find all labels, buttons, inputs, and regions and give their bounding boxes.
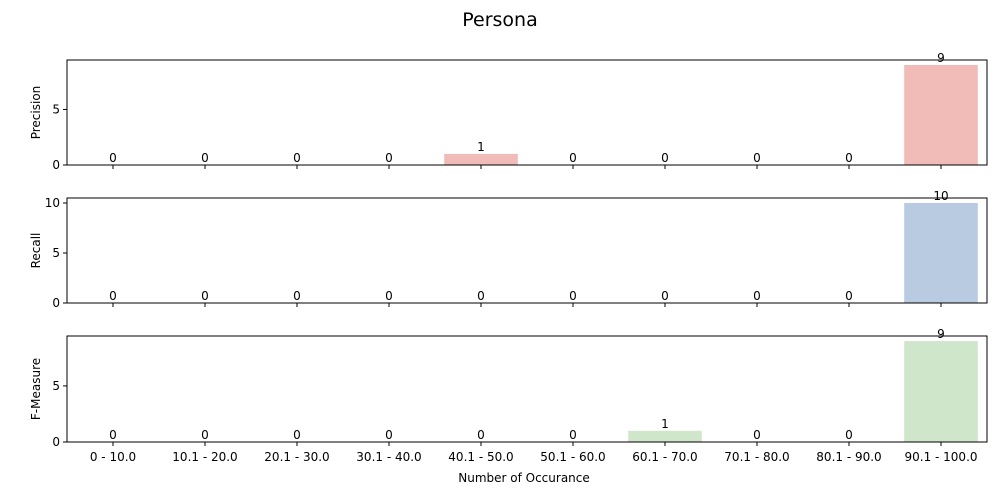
data-label: 0 — [845, 428, 853, 442]
data-label: 0 — [845, 151, 853, 165]
y-tick-label: 0 — [52, 435, 60, 449]
plot-frame — [66, 197, 988, 304]
y-tick-label: 5 — [52, 102, 60, 116]
data-label: 0 — [477, 428, 485, 442]
bar-0-4 — [444, 153, 518, 165]
data-label: 0 — [109, 151, 117, 165]
y-axis-label: Recall — [29, 233, 43, 269]
data-label: 0 — [201, 428, 209, 442]
data-label: 0 — [293, 428, 301, 442]
data-label: 0 — [385, 289, 393, 303]
data-label: 0 — [753, 289, 761, 303]
y-tick-label: 0 — [52, 158, 60, 172]
data-label: 0 — [753, 151, 761, 165]
chart-title: Persona — [462, 9, 538, 31]
x-axis-label: Number of Occurance — [458, 471, 590, 485]
data-label: 0 — [293, 289, 301, 303]
data-label: 0 — [201, 289, 209, 303]
x-tick-label: 20.1 - 30.0 — [264, 450, 329, 464]
x-tick-label: 70.1 - 80.0 — [724, 450, 789, 464]
data-label: 0 — [109, 428, 117, 442]
data-label: 0 — [569, 428, 577, 442]
bar-1-9 — [904, 203, 978, 303]
data-label: 1 — [477, 140, 485, 154]
y-tick-label: 5 — [52, 379, 60, 393]
bar-0-9 — [904, 65, 978, 165]
data-label: 0 — [109, 289, 117, 303]
x-tick-label: 90.1 - 100.0 — [904, 450, 977, 464]
data-label: 0 — [201, 151, 209, 165]
data-label: 0 — [385, 428, 393, 442]
plot-frame — [66, 59, 988, 166]
x-tick-label: 10.1 - 20.0 — [172, 450, 237, 464]
data-label: 0 — [477, 289, 485, 303]
bar-2-6 — [628, 430, 702, 442]
y-tick-label: 10 — [45, 196, 60, 210]
y-axis-label: F-Measure — [29, 358, 43, 420]
data-label: 0 — [293, 151, 301, 165]
bar-2-9 — [904, 341, 978, 442]
data-label: 0 — [845, 289, 853, 303]
data-label: 0 — [385, 151, 393, 165]
data-label: 0 — [569, 289, 577, 303]
data-label: 9 — [937, 51, 945, 65]
x-tick-label: 0 - 10.0 — [90, 450, 136, 464]
data-label: 0 — [569, 151, 577, 165]
x-tick-label: 50.1 - 60.0 — [540, 450, 605, 464]
y-tick-label: 0 — [52, 296, 60, 310]
x-tick-label: 30.1 - 40.0 — [356, 450, 421, 464]
plot-frame — [66, 335, 988, 443]
x-tick-label: 40.1 - 50.0 — [448, 450, 513, 464]
data-label: 1 — [661, 417, 669, 431]
data-label: 0 — [661, 289, 669, 303]
y-tick-label: 5 — [52, 246, 60, 260]
data-label: 0 — [753, 428, 761, 442]
data-label: 9 — [937, 327, 945, 341]
data-label: 10 — [933, 189, 948, 203]
x-tick-label: 60.1 - 70.0 — [632, 450, 697, 464]
y-axis-label: Precision — [29, 86, 43, 140]
data-label: 0 — [661, 151, 669, 165]
x-tick-label: 80.1 - 90.0 — [816, 450, 881, 464]
